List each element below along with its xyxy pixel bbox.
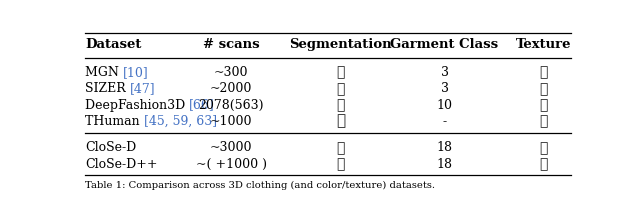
Text: ✗: ✗	[336, 115, 345, 128]
Text: ~300: ~300	[214, 66, 248, 79]
Text: [10]: [10]	[123, 66, 148, 79]
Text: ✓: ✓	[336, 65, 344, 79]
Text: [66]: [66]	[189, 99, 215, 112]
Text: ✓: ✓	[336, 98, 344, 112]
Text: ✓: ✓	[540, 157, 548, 171]
Text: [47]: [47]	[130, 82, 156, 95]
Text: ~3000: ~3000	[210, 141, 253, 154]
Text: ~1000: ~1000	[210, 115, 253, 128]
Text: 18: 18	[436, 158, 452, 171]
Text: 3: 3	[440, 82, 449, 95]
Text: # scans: # scans	[203, 38, 260, 51]
Text: -: -	[442, 115, 447, 128]
Text: [45, 59, 63]: [45, 59, 63]	[143, 115, 217, 128]
Text: CloSe-D: CloSe-D	[85, 141, 136, 154]
Text: Segmentation: Segmentation	[289, 38, 392, 51]
Text: 10: 10	[436, 99, 452, 112]
Text: DeepFashion3D: DeepFashion3D	[85, 99, 189, 112]
Text: 3: 3	[440, 66, 449, 79]
Text: ✓: ✓	[336, 141, 344, 155]
Text: ✓: ✓	[540, 98, 548, 112]
Text: Garment Class: Garment Class	[390, 38, 499, 51]
Text: 18: 18	[436, 141, 452, 154]
Text: MGN: MGN	[85, 66, 123, 79]
Text: THuman: THuman	[85, 115, 143, 128]
Text: SIZER: SIZER	[85, 82, 130, 95]
Text: ~2000: ~2000	[210, 82, 252, 95]
Text: ✓: ✓	[540, 141, 548, 155]
Text: ✓: ✓	[540, 82, 548, 96]
Text: CloSe-D++: CloSe-D++	[85, 158, 157, 171]
Text: Dataset: Dataset	[85, 38, 141, 51]
Text: Table 1: Comparison across 3D clothing (and color/texture) datasets.: Table 1: Comparison across 3D clothing (…	[85, 181, 435, 190]
Text: 2078(563): 2078(563)	[198, 99, 264, 112]
Text: Texture: Texture	[516, 38, 572, 51]
Text: ✓: ✓	[336, 157, 344, 171]
Text: ✓: ✓	[540, 65, 548, 79]
Text: ~( +1000 ): ~( +1000 )	[196, 158, 267, 171]
Text: ✓: ✓	[540, 115, 548, 128]
Text: ✓: ✓	[336, 82, 344, 96]
